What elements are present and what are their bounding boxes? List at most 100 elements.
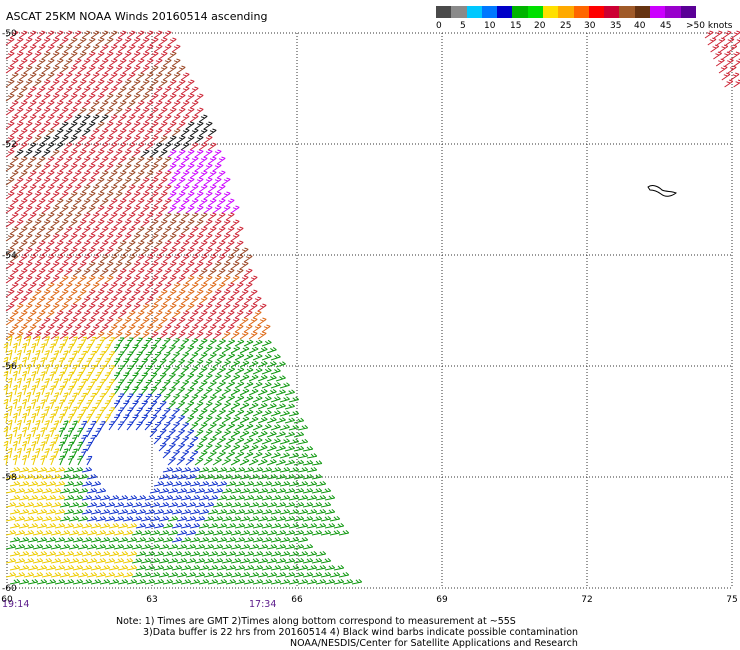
wind-barb <box>49 427 56 438</box>
wind-barb <box>40 399 46 410</box>
wind-barb <box>221 247 231 256</box>
wind-barb <box>198 170 208 179</box>
wind-barb <box>176 317 186 326</box>
wind-barb <box>59 331 69 340</box>
wind-barb <box>261 437 272 445</box>
latitude-label: -52 <box>2 140 17 150</box>
wind-barb <box>54 324 64 333</box>
wind-barb <box>14 149 24 158</box>
wind-barb <box>41 37 51 46</box>
wind-barb <box>171 408 180 417</box>
wind-barb <box>108 44 118 53</box>
wind-barb <box>140 571 152 578</box>
wind-barb <box>162 564 174 571</box>
wind-barb <box>279 438 290 445</box>
wind-barb <box>81 324 91 333</box>
wind-barb <box>733 79 740 88</box>
wind-barb <box>320 529 332 536</box>
wind-barb <box>149 428 158 438</box>
wind-barb <box>176 387 186 396</box>
wind-barb <box>171 466 183 473</box>
wind-barb <box>176 373 186 382</box>
wind-barb <box>54 564 66 571</box>
wind-barb <box>140 107 150 116</box>
wind-barb <box>234 381 245 389</box>
wind-barb <box>135 379 143 389</box>
wind-barb <box>113 414 121 424</box>
wind-barb <box>149 275 159 284</box>
wind-barb <box>279 522 291 529</box>
wind-barb <box>59 219 69 228</box>
wind-barb <box>16 405 22 417</box>
wind-barb <box>207 296 217 305</box>
wind-barb <box>72 254 82 263</box>
wind-barb <box>180 324 190 333</box>
wind-barb <box>342 578 354 585</box>
wind-barb <box>21 412 28 424</box>
legend-label: 5 <box>460 21 466 31</box>
wind-barb <box>77 51 87 60</box>
wind-barb <box>225 310 235 319</box>
wind-barb <box>14 219 24 228</box>
wind-barb <box>99 86 109 95</box>
wind-barb <box>198 352 208 361</box>
wind-barb <box>221 205 231 214</box>
wind-barb <box>171 550 183 557</box>
wind-barb <box>81 296 91 305</box>
wind-barb <box>203 303 213 312</box>
wind-barb <box>306 522 318 529</box>
wind-barb <box>239 346 250 354</box>
wind-barb <box>36 142 46 151</box>
wind-barb <box>86 371 93 382</box>
wind-barb <box>167 247 177 256</box>
wind-barb <box>144 198 154 207</box>
wind-barb <box>140 358 149 368</box>
wind-barb <box>5 219 15 228</box>
wind-barb <box>41 275 51 284</box>
wind-barb <box>252 564 264 571</box>
wind-barb <box>9 226 19 235</box>
wind-barb <box>77 317 87 326</box>
wind-barb <box>149 177 159 186</box>
wind-barb <box>41 135 51 144</box>
wind-barb <box>126 58 136 67</box>
wind-barb <box>90 86 100 95</box>
wind-barb <box>23 515 35 522</box>
wind-barb <box>81 114 91 123</box>
wind-barb <box>72 268 82 277</box>
wind-barb <box>108 240 118 249</box>
wind-barb <box>185 543 197 550</box>
wind-barb <box>167 121 177 130</box>
wind-barb <box>167 373 176 382</box>
longitude-label: 75 <box>726 595 737 605</box>
wind-barb <box>5 275 15 284</box>
wind-barb <box>104 107 114 116</box>
wind-barb <box>194 429 204 438</box>
wind-barb <box>144 58 154 67</box>
wind-barb <box>104 37 114 46</box>
wind-barb <box>117 198 127 207</box>
wind-barb <box>194 373 204 382</box>
wind-barb <box>185 415 195 424</box>
wind-barb <box>27 578 39 585</box>
wind-barb <box>203 317 213 326</box>
wind-barb <box>9 170 19 179</box>
wind-barb <box>50 121 60 130</box>
wind-barb <box>315 508 327 515</box>
wind-barb <box>198 240 208 249</box>
wind-barb <box>324 494 336 501</box>
wind-barb <box>9 296 19 305</box>
wind-barb <box>62 406 69 417</box>
wind-barb <box>131 93 141 102</box>
wind-barb <box>207 128 217 137</box>
wind-barb <box>162 114 172 123</box>
wind-barb <box>275 543 287 550</box>
wind-barb <box>50 205 60 214</box>
wind-barb <box>86 289 96 298</box>
wind-barb <box>158 163 168 172</box>
wind-barb <box>216 156 226 165</box>
wind-barb <box>104 261 114 270</box>
wind-barb <box>18 128 28 137</box>
wind-barb <box>54 494 66 501</box>
wind-barb <box>23 79 33 88</box>
